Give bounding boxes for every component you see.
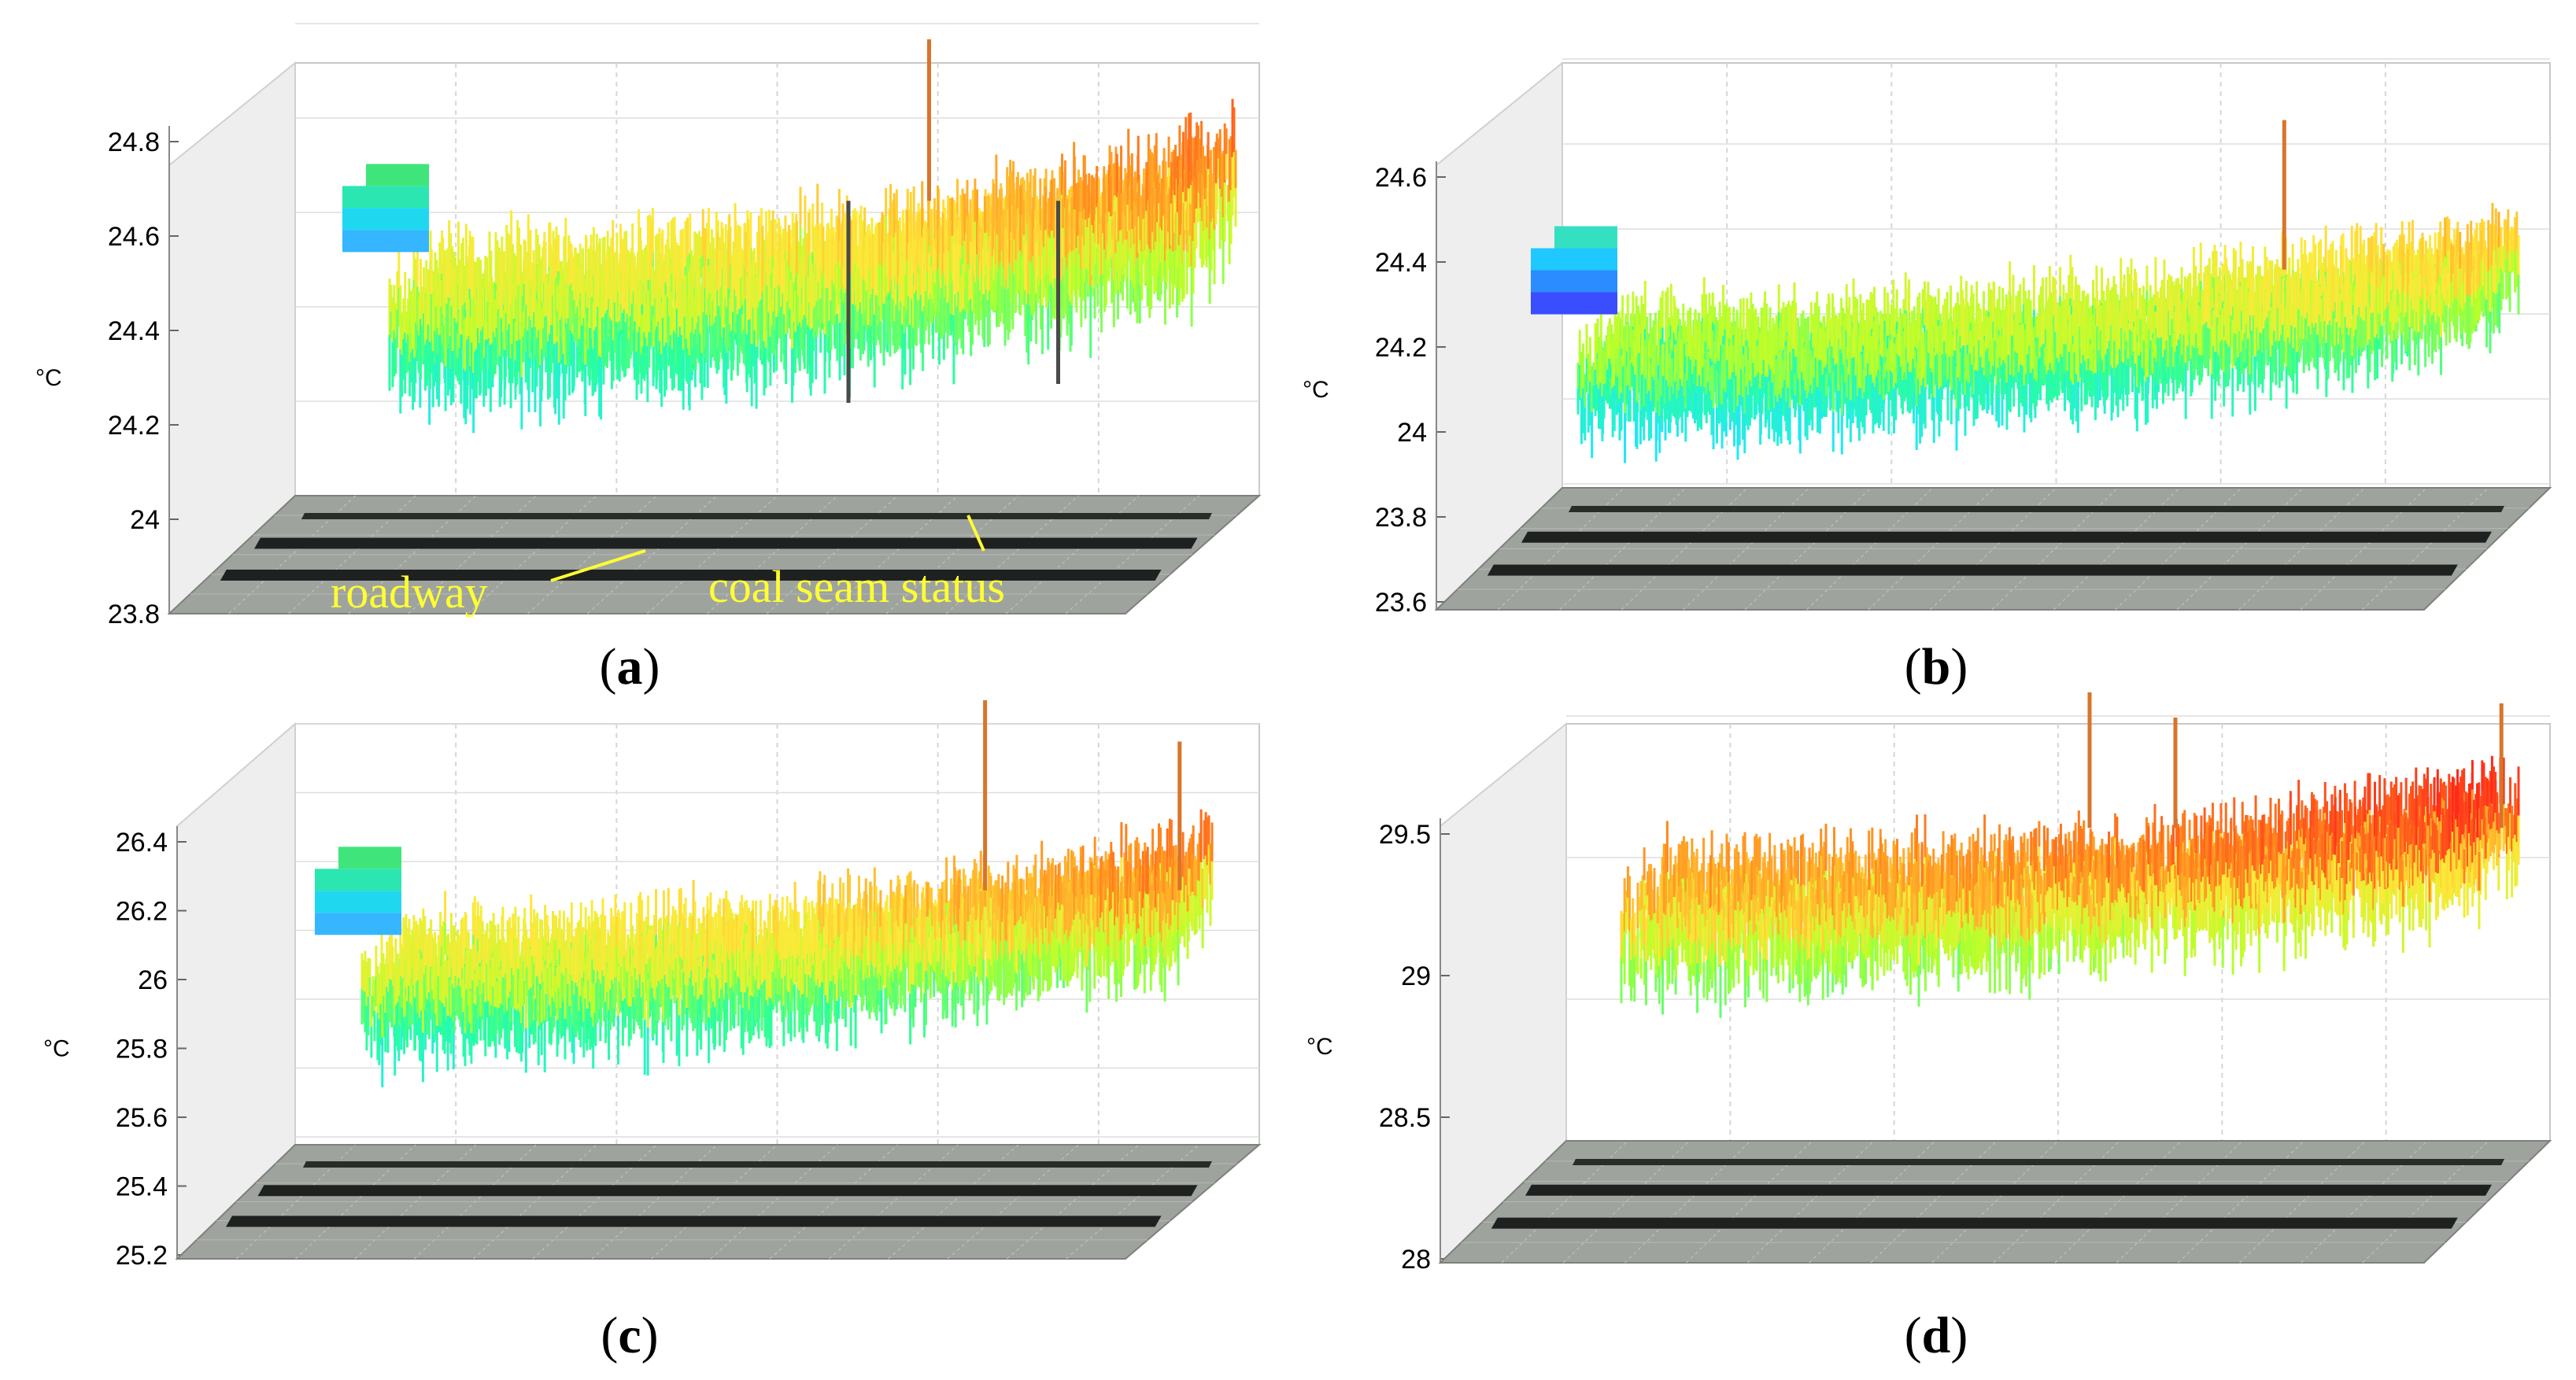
y-axis-label: °C — [35, 365, 62, 391]
coal-seam-annotation: coal seam status — [708, 561, 1005, 612]
chart-a-svg: 24.8 24.6 24.4 24.2 24 23.8 °C roadway coal seam… — [35, 23, 1262, 629]
roadway-annotation: roadway — [331, 566, 488, 618]
panel-b: 24.6 24.4 24.2 24 23.8 23.6 °C (b) — [1291, 0, 2558, 696]
panel-label-a: (a) — [599, 638, 660, 696]
surface-edge-block — [366, 164, 429, 186]
y-tick-label: 24.6 — [108, 222, 160, 252]
chart-a: 24.8 24.6 24.4 24.2 24 23.8 °C roadway coal seam… — [35, 23, 1262, 629]
y-tick-label: 24.4 — [1375, 248, 1427, 278]
y-tick-label: 24.8 — [108, 127, 160, 157]
y-tick-label: 24.4 — [108, 316, 160, 346]
roadway-strip — [1521, 531, 2492, 543]
roadway-strip — [1487, 564, 2458, 576]
surface-edge-block — [342, 208, 429, 231]
y-tick-label: 24.6 — [1375, 163, 1427, 193]
chart-b-svg: 24.6 24.4 24.2 24 23.8 23.6 °C — [1303, 58, 2552, 618]
y-tick-label: 23.8 — [1375, 503, 1427, 533]
coal-seam-strip — [301, 513, 1212, 519]
surface — [1531, 120, 2520, 463]
y-tick-label: 24 — [1397, 418, 1427, 448]
y-tick-label: 24.2 — [1375, 333, 1427, 363]
roadway-strip — [220, 570, 1162, 581]
surface — [342, 39, 1237, 434]
panel-a: 24.8 24.6 24.4 24.2 24 23.8 °C roadway coal seam… — [0, 0, 1267, 696]
y-tick-label: 24.2 — [108, 411, 160, 441]
y-tick-label: 23.8 — [108, 600, 160, 629]
y-tick-label: 24 — [130, 505, 160, 535]
y-tick-label: 23.6 — [1375, 588, 1427, 618]
chart-b: 24.6 24.4 24.2 24 23.8 23.6 °C — [1303, 58, 2552, 618]
coal-seam-leader — [966, 515, 985, 552]
coal-seam-strip — [1569, 506, 2504, 512]
surface-edge-block — [342, 230, 429, 253]
y-axis-label: °C — [1303, 377, 1329, 403]
surface-edge-block — [342, 186, 429, 208]
roadway-strip — [254, 537, 1198, 549]
annotations: roadway coal seam status — [331, 515, 1005, 618]
roadway-leader — [550, 549, 646, 582]
